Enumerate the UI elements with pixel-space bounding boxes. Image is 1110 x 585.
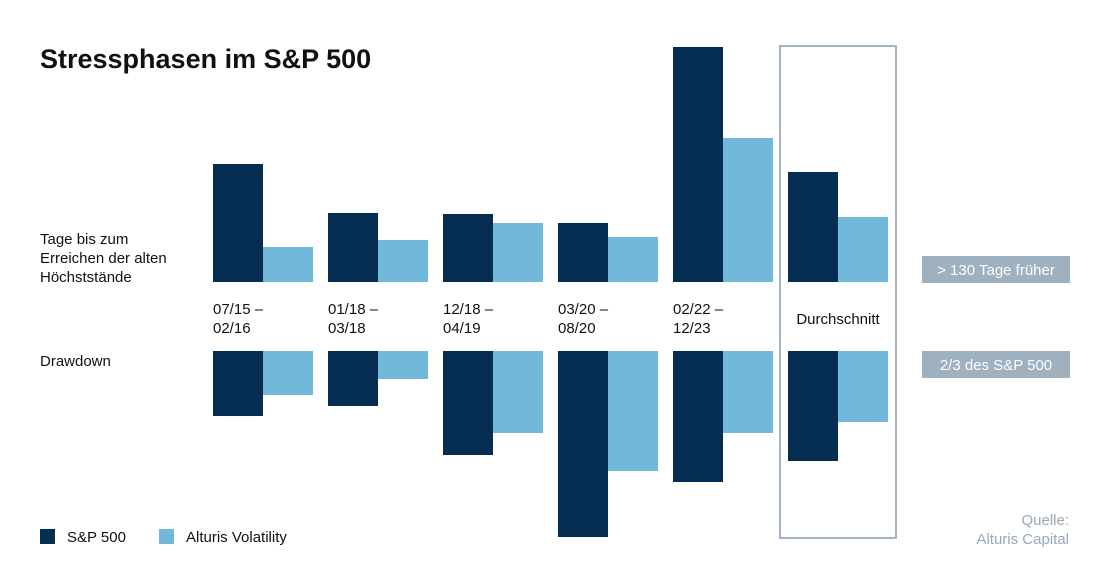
note-drawdown: 2/3 des S&P 500	[922, 351, 1070, 378]
category-label-3: 03/20 –08/20	[558, 301, 609, 337]
bar-days-s-p-500-2	[443, 214, 493, 282]
panel-label-days: Tage bis zum Erreichen der alten Höchststä…	[40, 231, 167, 286]
category-label-2: 12/18 –04/19	[443, 301, 494, 337]
bar-drawdown-s-p-500-2	[443, 351, 493, 455]
highlight-box-average	[779, 45, 897, 539]
note-days: > 130 Tage früher	[922, 256, 1070, 283]
panel-label-drawdown: Drawdown	[40, 353, 111, 370]
bar-drawdown-alturis-volatility-4	[723, 351, 773, 433]
legend-swatch-alturis-volatility	[159, 529, 174, 544]
bar-drawdown-s-p-500-4	[673, 351, 723, 482]
bar-days-s-p-500-4	[673, 47, 723, 282]
bar-drawdown-alturis-volatility-2	[493, 351, 543, 433]
legend-swatch-s-p-500	[40, 529, 55, 544]
bar-days-s-p-500-3	[558, 223, 608, 282]
bar-drawdown-s-p-500-5	[788, 351, 838, 461]
bar-days-alturis-volatility-2	[493, 223, 543, 282]
note-text-0: > 130 Tage früher	[937, 262, 1055, 279]
bar-days-alturis-volatility-1	[378, 240, 428, 282]
bar-drawdown-alturis-volatility-0	[263, 351, 313, 395]
chart-title: Stressphasen im S&P 500	[40, 44, 371, 74]
legend-item-alturis-volatility: Alturis Volatility	[159, 529, 287, 546]
category-label-0: 07/15 –02/16	[213, 301, 264, 337]
legend-label-alturis-volatility: Alturis Volatility	[186, 529, 287, 546]
bar-days-alturis-volatility-4	[723, 138, 773, 282]
bar-days-alturis-volatility-3	[608, 237, 658, 282]
bar-drawdown-s-p-500-1	[328, 351, 378, 406]
legend-label-s-p-500: S&P 500	[67, 529, 126, 546]
bar-days-alturis-volatility-0	[263, 247, 313, 282]
bar-days-s-p-500-1	[328, 213, 378, 282]
legend-item-s-p-500: S&P 500	[40, 529, 126, 546]
bar-drawdown-alturis-volatility-5	[838, 351, 888, 422]
source-note: Quelle: Alturis Capital	[976, 512, 1069, 548]
bar-days-s-p-500-5	[788, 172, 838, 282]
category-label-4: 02/22 –12/23	[673, 301, 724, 337]
bar-drawdown-alturis-volatility-3	[608, 351, 658, 471]
category-label-1: 01/18 –03/18	[328, 301, 379, 337]
bar-drawdown-alturis-volatility-1	[378, 351, 428, 379]
bar-drawdown-s-p-500-0	[213, 351, 263, 416]
bar-days-alturis-volatility-5	[838, 217, 888, 282]
bar-days-s-p-500-0	[213, 164, 263, 282]
note-text-1: 2/3 des S&P 500	[940, 357, 1052, 374]
bar-drawdown-s-p-500-3	[558, 351, 608, 537]
category-label-5: Durchschnitt	[796, 311, 880, 328]
